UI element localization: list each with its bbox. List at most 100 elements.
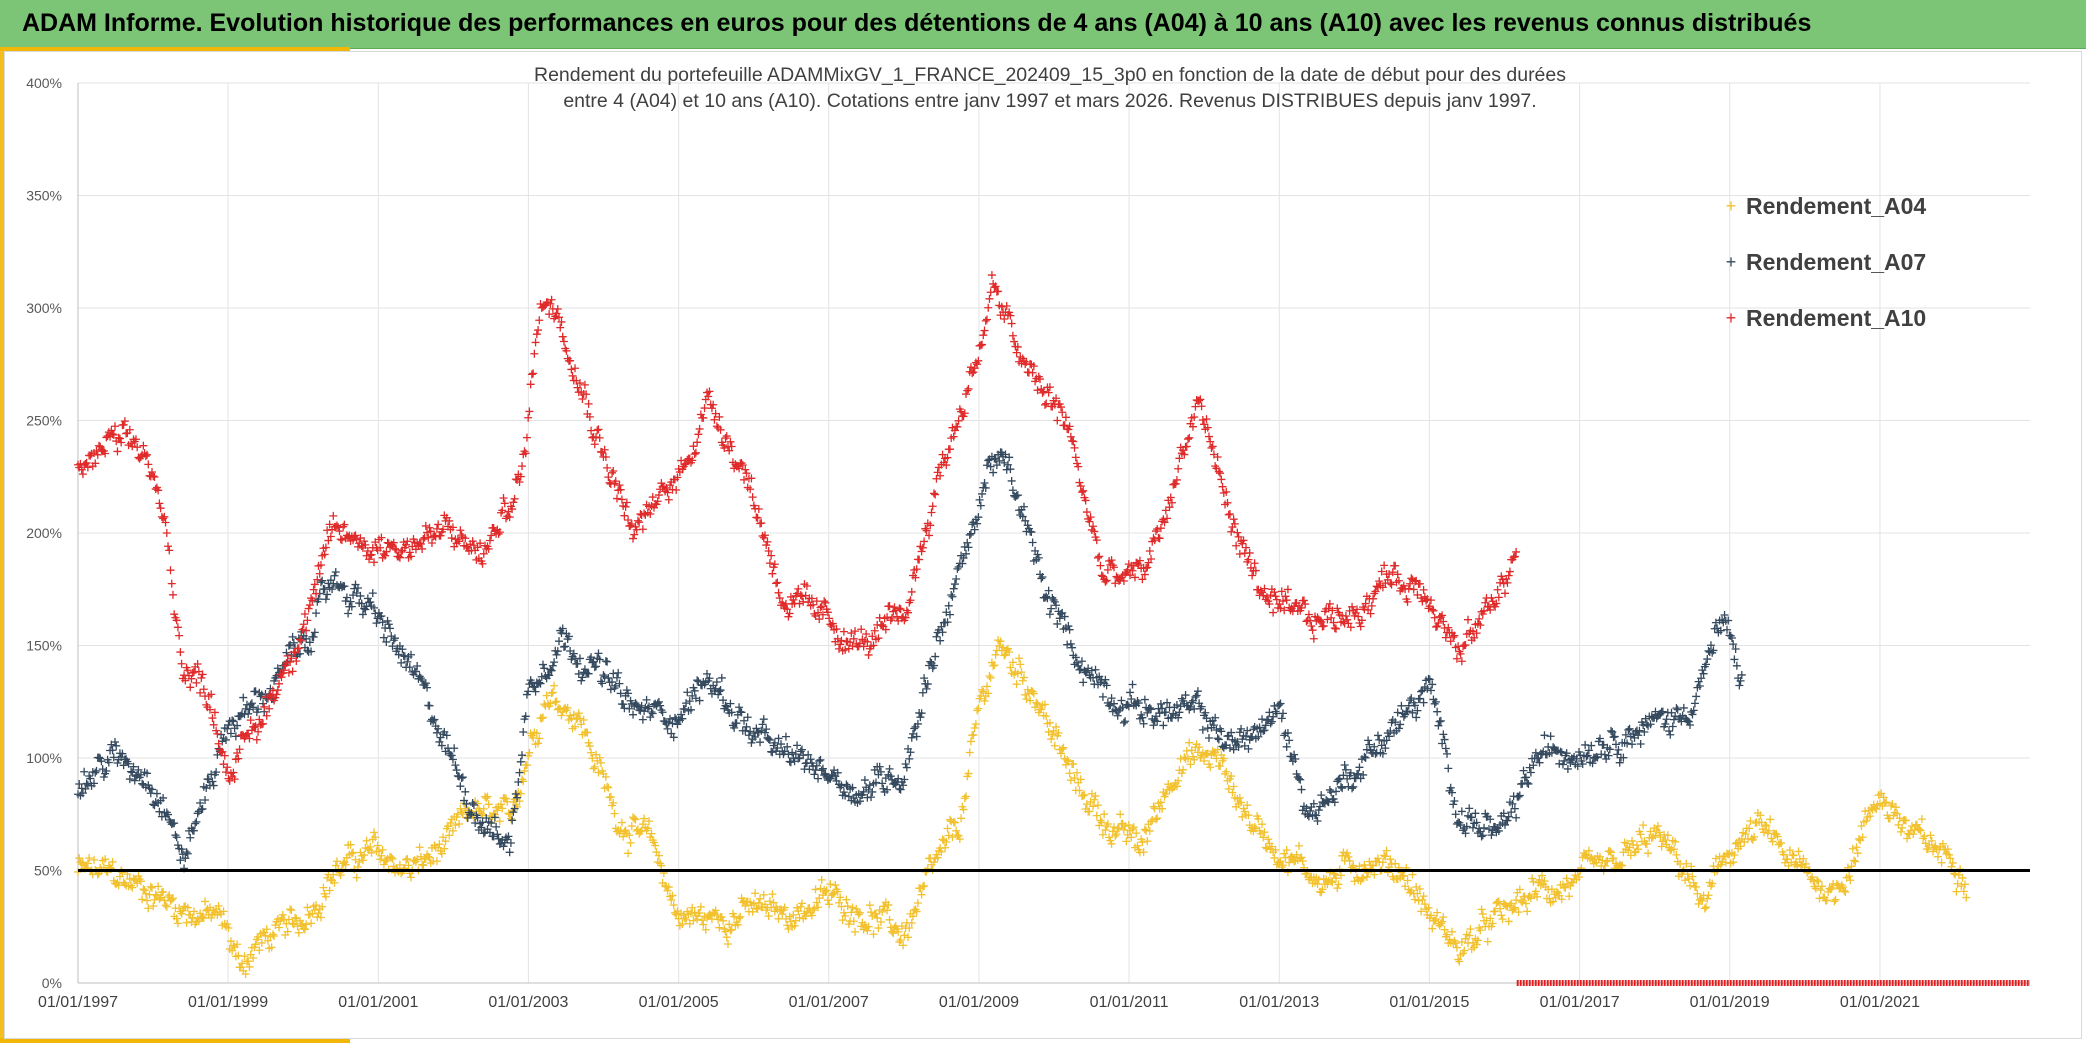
- data-point: [976, 341, 985, 350]
- data-point: [183, 849, 192, 858]
- y-tick-label: 0%: [42, 975, 62, 991]
- data-point: [113, 447, 122, 456]
- data-point: [979, 687, 988, 696]
- data-point: [228, 716, 237, 725]
- data-point: [1044, 388, 1053, 397]
- y-tick-label: 250%: [26, 413, 62, 429]
- data-point: [1037, 574, 1046, 583]
- data-point: [1419, 585, 1428, 594]
- data-point: [689, 916, 698, 925]
- data-point: [551, 698, 560, 707]
- data-point: [920, 881, 929, 890]
- data-point: [1276, 857, 1285, 866]
- x-tick-label: 01/01/2021: [1840, 994, 1920, 1011]
- data-point: [1119, 718, 1128, 727]
- data-point: [1155, 534, 1164, 543]
- data-point: [82, 779, 91, 788]
- data-point: [895, 937, 904, 946]
- data-point: [166, 566, 175, 575]
- data-point: [1925, 840, 1934, 849]
- data-point: [837, 636, 846, 645]
- data-point: [855, 908, 864, 917]
- data-point: [600, 672, 609, 681]
- data-point: [466, 810, 475, 819]
- data-point: [1708, 879, 1717, 888]
- data-point: [159, 793, 168, 802]
- data-point: [1945, 850, 1954, 859]
- data-point: [1195, 743, 1204, 752]
- data-point: [810, 609, 819, 618]
- data-point: [619, 700, 628, 709]
- legend-item-a04: + Rendement_A04: [1716, 178, 1927, 234]
- data-point: [362, 836, 371, 845]
- data-point: [1512, 896, 1521, 905]
- data-point: [900, 931, 909, 940]
- data-point: [574, 669, 583, 678]
- data-point: [1345, 856, 1354, 865]
- data-point: [716, 686, 725, 695]
- data-point: [112, 741, 121, 750]
- data-point: [680, 913, 689, 922]
- data-point: [330, 878, 339, 887]
- data-point: [1483, 937, 1492, 946]
- data-point: [553, 647, 562, 656]
- data-point: [1811, 884, 1820, 893]
- data-point: [1927, 836, 1936, 845]
- data-point: [747, 738, 756, 747]
- data-point: [932, 632, 941, 641]
- data-point: [685, 697, 694, 706]
- data-point: [1237, 798, 1246, 807]
- data-point: [531, 338, 540, 347]
- data-point: [451, 761, 460, 770]
- data-point: [1410, 895, 1419, 904]
- data-point: [1692, 692, 1701, 701]
- data-point: [654, 697, 663, 706]
- data-point: [571, 364, 580, 373]
- data-point: [1023, 685, 1032, 694]
- data-point: [604, 473, 613, 482]
- data-point: [695, 424, 704, 433]
- data-point: [874, 924, 883, 933]
- data-point: [589, 764, 598, 773]
- data-point: [1185, 738, 1194, 747]
- data-point: [1452, 943, 1461, 952]
- data-point: [735, 914, 744, 923]
- data-point: [883, 906, 892, 915]
- data-point: [1439, 913, 1448, 922]
- data-point: [1017, 668, 1026, 677]
- data-point: [1235, 793, 1244, 802]
- data-point: [1378, 858, 1387, 867]
- data-point: [556, 323, 565, 332]
- data-point: [1032, 698, 1041, 707]
- data-point: [484, 800, 493, 809]
- data-point: [86, 774, 95, 783]
- data-point: [1415, 694, 1424, 703]
- data-point: [1179, 765, 1188, 774]
- data-point: [1879, 793, 1888, 802]
- data-point: [91, 768, 100, 777]
- data-point: [1494, 897, 1503, 906]
- data-point: [651, 841, 660, 850]
- data-point: [1480, 823, 1489, 832]
- data-point: [1903, 834, 1912, 843]
- data-point: [1229, 515, 1238, 524]
- data-point: [1605, 847, 1614, 856]
- x-tick-label: 01/01/2017: [1540, 994, 1620, 1011]
- data-point: [525, 407, 534, 416]
- data-point: [664, 495, 673, 504]
- data-point: [765, 559, 774, 568]
- data-point: [778, 910, 787, 919]
- data-point: [407, 873, 416, 882]
- data-point: [286, 905, 295, 914]
- data-point: [1512, 813, 1521, 822]
- data-point: [159, 887, 168, 896]
- data-point: [1666, 846, 1675, 855]
- data-point: [741, 902, 750, 911]
- data-point: [836, 893, 845, 902]
- data-point: [519, 777, 528, 786]
- data-point: [1225, 510, 1234, 519]
- data-point: [519, 727, 528, 736]
- data-point: [529, 682, 538, 691]
- data-point: [1095, 552, 1104, 561]
- data-point: [757, 519, 766, 528]
